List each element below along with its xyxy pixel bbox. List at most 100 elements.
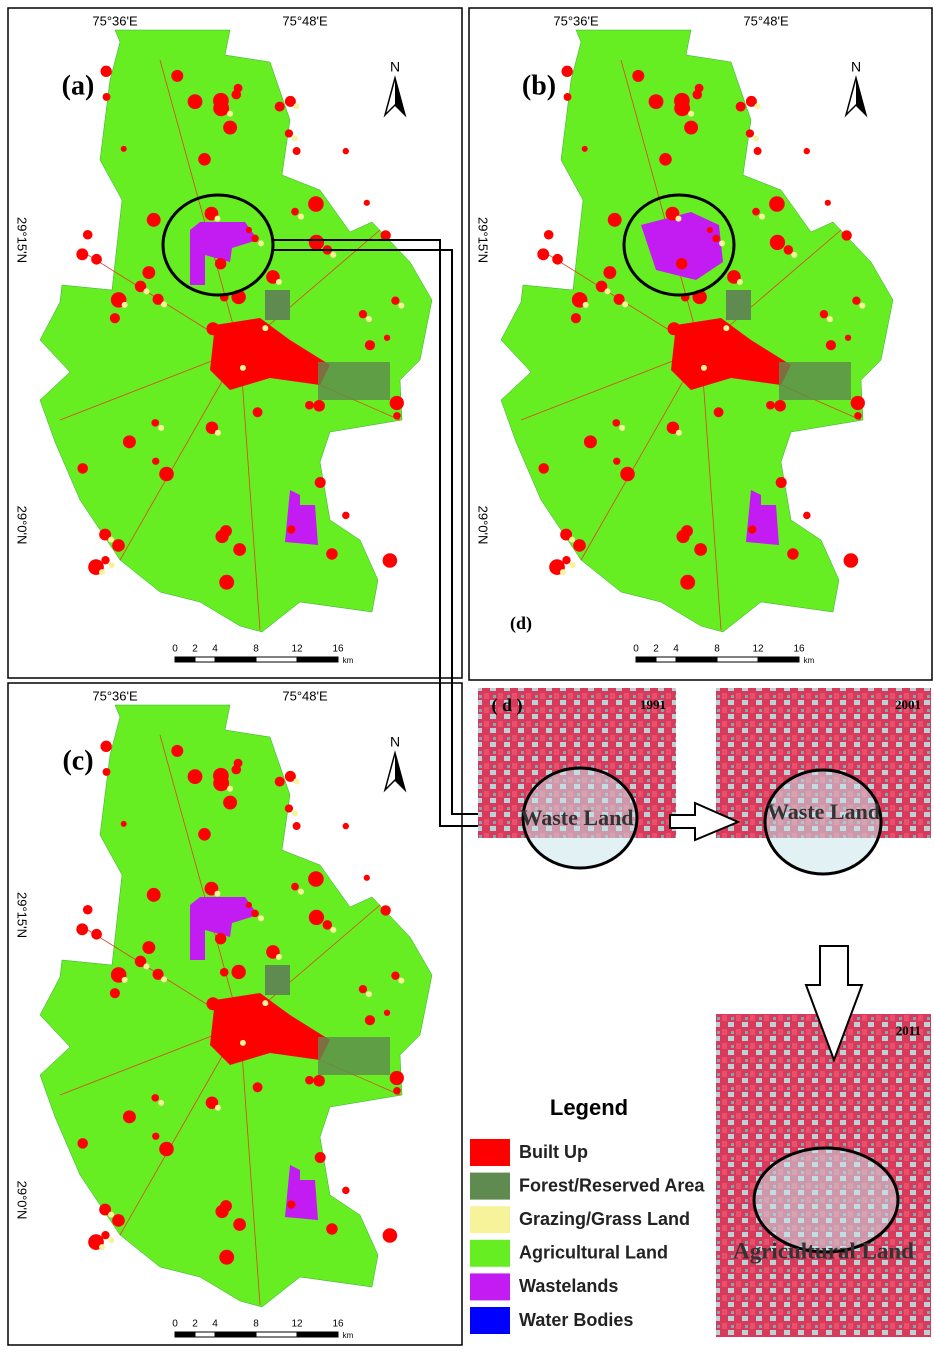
grassland bbox=[688, 111, 694, 117]
settlement bbox=[103, 768, 111, 776]
panel-label: (c) bbox=[62, 745, 93, 776]
grassland bbox=[227, 786, 233, 792]
grassland bbox=[569, 537, 575, 543]
settlement bbox=[391, 971, 399, 979]
settlement bbox=[826, 340, 836, 350]
legend-swatch bbox=[470, 1173, 510, 1200]
settlement bbox=[308, 196, 324, 212]
grassland bbox=[144, 963, 150, 969]
settlement bbox=[142, 266, 155, 279]
settlement bbox=[754, 147, 762, 155]
settlement bbox=[326, 548, 337, 559]
north-label: N bbox=[851, 59, 861, 75]
forest-area bbox=[265, 965, 290, 995]
grassland bbox=[144, 288, 150, 294]
grassland bbox=[108, 562, 114, 568]
scale-segment bbox=[676, 657, 717, 662]
grassland bbox=[859, 303, 865, 309]
settlement bbox=[231, 765, 241, 775]
settlement bbox=[676, 258, 687, 269]
longitude-label: 75°36'E bbox=[92, 13, 138, 28]
settlement bbox=[215, 1205, 228, 1218]
settlement bbox=[246, 902, 252, 908]
settlement bbox=[83, 905, 93, 915]
latitude-label: 29°15'N bbox=[15, 217, 30, 263]
settlement bbox=[323, 920, 333, 930]
settlement bbox=[233, 1034, 240, 1041]
settlement bbox=[564, 93, 572, 101]
grassland bbox=[719, 240, 725, 246]
longitude-label: 75°36'E bbox=[92, 688, 138, 703]
scale-segment bbox=[636, 657, 656, 662]
settlement bbox=[380, 905, 390, 915]
latitude-label: 29°15'N bbox=[15, 892, 30, 938]
grassland bbox=[366, 316, 372, 322]
settlement bbox=[233, 543, 246, 556]
settlement bbox=[752, 208, 760, 216]
satellite-insets: 1991Waste Land2001Waste Land2011Agricult… bbox=[478, 688, 931, 1337]
grassland bbox=[619, 425, 625, 431]
scale-segment bbox=[758, 657, 799, 662]
settlement bbox=[707, 227, 713, 233]
scale-segment bbox=[717, 657, 758, 662]
grassland bbox=[675, 216, 681, 222]
settlement bbox=[851, 396, 865, 410]
settlement bbox=[251, 910, 259, 918]
settlement bbox=[364, 200, 370, 206]
settlement bbox=[393, 412, 401, 420]
settlement bbox=[220, 968, 229, 977]
settlement bbox=[110, 988, 120, 998]
settlement bbox=[123, 1110, 136, 1123]
legend-swatch bbox=[470, 1240, 510, 1267]
settlement bbox=[219, 575, 234, 590]
legend-swatch bbox=[470, 1206, 510, 1233]
latitude-label: 29°0'N bbox=[15, 506, 30, 545]
settlement bbox=[571, 313, 581, 323]
grassland bbox=[398, 303, 404, 309]
settlement bbox=[854, 412, 862, 420]
settlement bbox=[287, 1200, 295, 1208]
settlement bbox=[659, 153, 672, 166]
legend-swatch bbox=[470, 1273, 510, 1300]
north-label: N bbox=[390, 734, 400, 750]
settlement bbox=[233, 1218, 246, 1231]
longitude-label: 75°48'E bbox=[743, 13, 789, 28]
image-caption: Agricultural Land bbox=[733, 1238, 914, 1263]
settlement bbox=[100, 66, 111, 77]
scale-tick: 8 bbox=[253, 1319, 259, 1330]
grassland bbox=[723, 325, 729, 331]
scale-tick: 8 bbox=[253, 644, 259, 655]
settlement bbox=[151, 419, 159, 427]
grassland bbox=[276, 279, 282, 285]
settlement bbox=[612, 419, 620, 427]
settlement bbox=[188, 94, 203, 109]
grassland bbox=[583, 302, 589, 308]
settlement bbox=[246, 227, 252, 233]
settlement bbox=[110, 313, 120, 323]
settlement bbox=[694, 359, 701, 366]
figure: (a)75°36'E75°48'E29°15'N29°0'NN02481216k… bbox=[0, 0, 934, 1348]
grassland bbox=[569, 562, 575, 568]
settlement bbox=[562, 556, 570, 564]
image-caption: Waste Land bbox=[767, 799, 880, 824]
settlement bbox=[101, 1231, 109, 1239]
grassland bbox=[292, 810, 298, 816]
grassland bbox=[791, 252, 797, 258]
settlement bbox=[608, 213, 622, 227]
settlement bbox=[207, 322, 220, 335]
settlement bbox=[825, 200, 831, 206]
inset-label: ( d ) bbox=[492, 695, 523, 716]
settlement bbox=[305, 1076, 314, 1085]
legend-swatch bbox=[470, 1307, 510, 1334]
settlement bbox=[231, 965, 245, 979]
settlement bbox=[582, 146, 588, 152]
scale-unit: km bbox=[804, 656, 815, 665]
legend-title: Legend bbox=[550, 1095, 628, 1120]
settlement bbox=[769, 196, 785, 212]
settlement bbox=[223, 796, 237, 810]
settlement bbox=[151, 1094, 159, 1102]
settlement bbox=[207, 997, 220, 1010]
settlement bbox=[142, 941, 155, 954]
settlement bbox=[716, 319, 724, 327]
